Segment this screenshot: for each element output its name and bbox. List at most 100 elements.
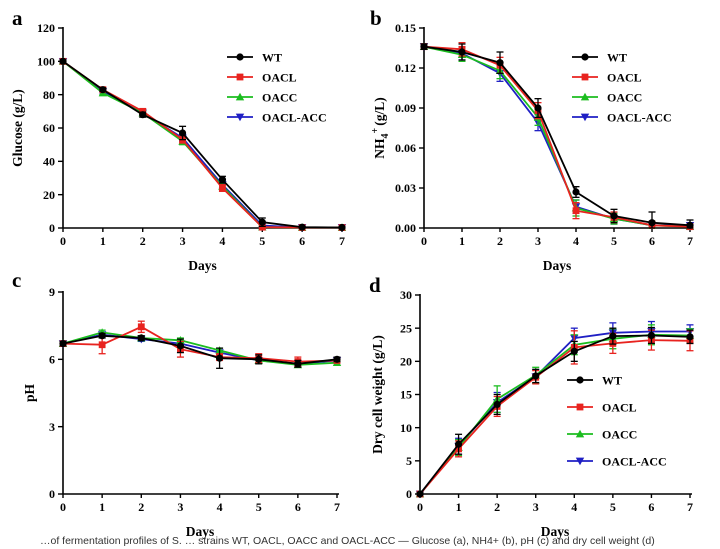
y-tick-label: 0	[49, 221, 55, 235]
data-point	[454, 440, 463, 448]
data-point	[298, 223, 306, 231]
legend-marker	[575, 457, 585, 466]
legend-label: OACL	[262, 70, 297, 84]
x-tick-label: 4	[571, 500, 577, 514]
legend-marker	[580, 92, 590, 101]
series-line	[62, 334, 338, 365]
legend-label: WT	[262, 50, 282, 64]
y-tick-label: 40	[43, 155, 55, 169]
x-tick-label: 2	[140, 234, 146, 248]
series-line	[423, 45, 691, 228]
legend-marker	[575, 429, 585, 438]
series-line	[62, 325, 338, 363]
x-tick-label: 7	[687, 234, 693, 248]
data-point	[333, 355, 341, 363]
x-axis-label: Days	[541, 524, 570, 539]
y-tick-label: 60	[43, 121, 55, 135]
y-tick-label: 10	[400, 421, 412, 435]
series-line	[423, 45, 691, 227]
y-tick-label: 0.12	[395, 61, 416, 75]
data-point	[176, 342, 185, 350]
data-point	[219, 184, 226, 192]
series-oacl	[420, 42, 694, 231]
y-tick-label: 6	[49, 353, 55, 367]
series-oacl-acc	[58, 57, 347, 232]
x-axis-label: Days	[188, 258, 217, 273]
series-line	[419, 334, 691, 495]
legend-label: OACL-ACC	[262, 110, 327, 124]
series-line	[419, 333, 691, 495]
y-tick-label: 20	[43, 188, 55, 202]
panel-letter: c	[12, 268, 21, 292]
legend-label: OACL	[607, 70, 642, 84]
series-line	[419, 339, 691, 495]
data-point	[255, 355, 263, 363]
x-tick-label: 1	[459, 234, 465, 248]
series-oacl-acc	[415, 320, 695, 499]
legend-marker	[581, 53, 589, 61]
panel-letter: a	[12, 6, 23, 30]
y-tick-label: 15	[400, 388, 412, 402]
y-axis-label-superscript: +	[370, 127, 381, 133]
x-tick-label: 0	[60, 500, 66, 514]
x-tick-label: 2	[494, 500, 500, 514]
series-line	[62, 60, 342, 229]
legend: WT OACL OACC OACL-ACC	[227, 50, 327, 124]
y-axis-label: Glucose (g/L)	[10, 89, 25, 167]
x-tick-label: 6	[299, 234, 305, 248]
y-tick-label: 25	[400, 321, 412, 335]
data-point	[458, 48, 466, 56]
y-tick-label: 100	[37, 55, 55, 69]
legend-marker	[235, 92, 245, 101]
x-tick-label: 3	[533, 500, 539, 514]
y-axis-label-unit: (g/L)	[372, 97, 387, 126]
y-tick-label: 0.06	[395, 141, 416, 155]
data-point	[139, 111, 147, 119]
legend-label: OACL-ACC	[602, 454, 667, 468]
y-axis-label: NH4+(g/L)	[370, 97, 391, 158]
data-point	[294, 360, 302, 368]
legend-label: OACC	[602, 427, 637, 441]
y-tick-label: 80	[43, 88, 55, 102]
x-tick-label: 7	[339, 234, 345, 248]
x-tick-label: 4	[219, 234, 225, 248]
y-tick-label: 0.15	[395, 21, 416, 35]
legend: WT OACL OACC OACL-ACC	[567, 373, 667, 468]
data-point	[493, 400, 501, 409]
series-oacl-acc	[419, 43, 695, 230]
series-line	[423, 45, 691, 228]
legend-marker	[576, 403, 584, 411]
data-point	[258, 223, 266, 231]
x-tick-label: 3	[535, 234, 541, 248]
x-tick-label: 4	[217, 500, 223, 514]
data-point	[98, 341, 106, 349]
x-tick-label: 1	[100, 234, 106, 248]
x-tick-label: 4	[573, 234, 579, 248]
x-tick-label: 0	[417, 500, 423, 514]
series-line	[62, 60, 342, 229]
series-oacl	[59, 320, 341, 367]
series-oacl	[416, 329, 694, 498]
data-point	[534, 104, 542, 112]
x-tick-label: 5	[610, 500, 616, 514]
data-point	[648, 219, 656, 227]
series-wt	[59, 57, 346, 232]
y-tick-label: 3	[49, 420, 55, 434]
y-tick-label: 30	[400, 288, 412, 302]
legend-label: OACL-ACC	[607, 110, 672, 124]
data-point	[416, 490, 424, 498]
x-tick-label: 5	[256, 500, 262, 514]
series-line	[423, 45, 690, 227]
y-tick-label: 120	[37, 21, 55, 35]
x-tick-label: 2	[497, 234, 503, 248]
data-point	[609, 332, 617, 340]
x-axis-label: Days	[186, 524, 215, 539]
data-point	[686, 333, 694, 341]
y-axis-label: Dry cell weight (g/L)	[370, 335, 385, 454]
panel-letter: d	[369, 273, 381, 297]
legend-marker	[580, 113, 590, 122]
data-point	[496, 59, 504, 67]
legend: WT OACL OACC OACL-ACC	[572, 50, 672, 124]
series-wt	[416, 326, 694, 498]
